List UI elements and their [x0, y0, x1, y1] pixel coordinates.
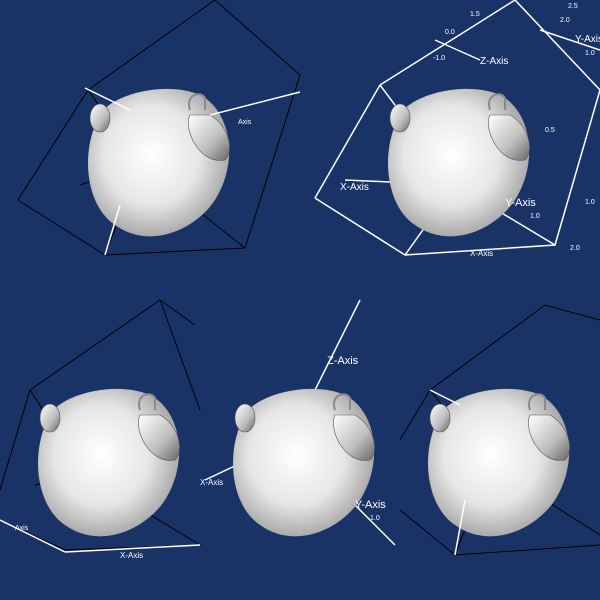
pane-top-right: Z-Axis Y-Axis X-Axis Y-Axis X-Axis 2.5 2… [314, 0, 600, 258]
svg-text:1.0: 1.0 [530, 213, 540, 220]
x-axis-label-bottom: X-Axis [470, 249, 493, 258]
svg-text:1.0: 1.0 [585, 199, 595, 206]
y-axis-label: Axis [238, 119, 252, 126]
axis-ticks [84, 87, 301, 256]
teapot [88, 88, 230, 237]
axis-ticks [429, 389, 466, 556]
tick-label: 1.0 [370, 515, 380, 522]
x-axis-label: X-Axis [200, 478, 223, 487]
z-axis-label: Z-Axis [480, 56, 508, 67]
y-axis-label: Y-Axis [505, 197, 536, 209]
teapot [388, 88, 530, 237]
svg-text:2.5: 2.5 [568, 3, 578, 10]
pane-bottom-center: Z-Axis Y-Axis X-Axis 1.0 [200, 299, 396, 546]
x-axis-label: X-Axis [340, 182, 369, 193]
pane-bottom-left: Axis X-Axis [0, 299, 202, 560]
teapot [38, 388, 180, 537]
svg-text:-1.0: -1.0 [433, 55, 445, 62]
z-axis-label: Z-Axis [327, 355, 359, 367]
svg-text:2.0: 2.0 [570, 245, 580, 252]
tick-labels: 2.5 2.0 1.5 1.0 0.5 0.0 -1.0 1.0 2.0 1.0 [433, 3, 595, 252]
axis-ticks [0, 519, 201, 553]
pane-bottom-right [399, 304, 600, 556]
pane-top-left: Axis [17, 0, 301, 256]
svg-text:0.0: 0.0 [445, 29, 455, 36]
teapot [233, 388, 375, 537]
axis-label: Axis [15, 525, 29, 532]
svg-text:1.5: 1.5 [470, 11, 480, 18]
svg-text:2.0: 2.0 [560, 17, 570, 24]
teapot [428, 388, 570, 537]
y-axis-label: Y-Axis [355, 499, 386, 511]
x-axis-label: X-Axis [120, 551, 143, 560]
svg-text:0.5: 0.5 [545, 127, 555, 134]
svg-text:1.0: 1.0 [585, 50, 595, 57]
y-axis-label-top: Y-Axis [575, 34, 600, 45]
